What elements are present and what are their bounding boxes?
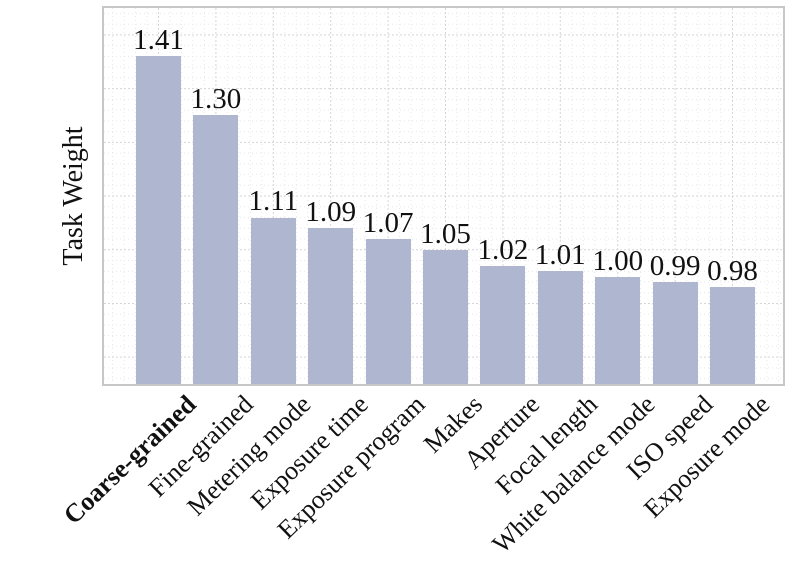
bar xyxy=(710,287,755,384)
bar xyxy=(250,217,296,384)
bar xyxy=(652,281,698,384)
bar-value-label: 1.05 xyxy=(420,217,471,250)
bar xyxy=(423,249,468,384)
bar-value-label: 1.07 xyxy=(362,206,414,239)
bar-value-label: 1.01 xyxy=(534,239,586,272)
bar-value-label: 1.00 xyxy=(592,244,644,277)
bar xyxy=(595,276,641,384)
y-axis-label: Task Weight xyxy=(58,126,89,266)
bar xyxy=(136,56,181,384)
bar xyxy=(193,115,239,384)
bar-value-label: 1.11 xyxy=(248,185,299,218)
bar-value-label: 1.09 xyxy=(305,196,357,229)
plot-area xyxy=(102,6,785,386)
bar-value-label: 0.99 xyxy=(649,249,701,282)
bar-value-label: 1.02 xyxy=(477,233,529,266)
bar xyxy=(308,228,354,384)
bar-value-label: 1.41 xyxy=(133,24,184,57)
bar-value-label: 0.98 xyxy=(707,255,758,288)
bar xyxy=(537,271,583,384)
bar-value-label: 1.30 xyxy=(190,83,242,116)
bar xyxy=(480,265,526,384)
bar xyxy=(365,238,411,384)
